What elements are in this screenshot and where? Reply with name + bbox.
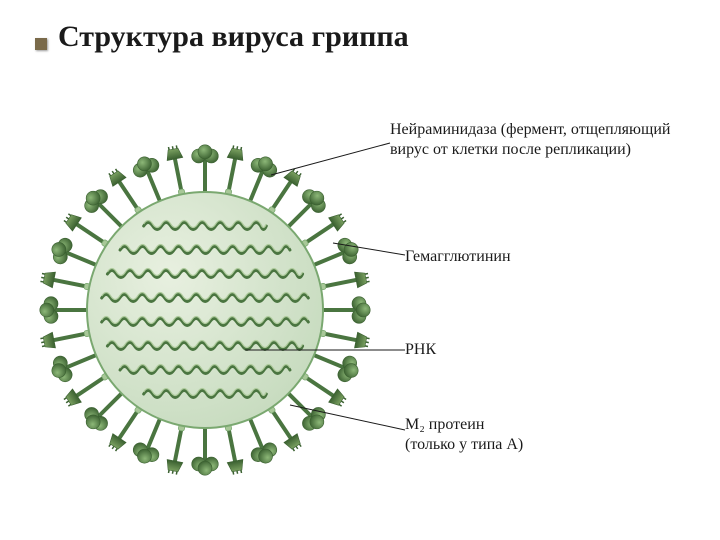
virus-svg xyxy=(35,115,700,515)
label-m2: М₂ протеин (только у типа А) xyxy=(405,415,523,455)
neuraminidase-spike xyxy=(227,459,245,475)
neuraminidase-spike xyxy=(329,211,349,232)
hemagglutinin-spike xyxy=(47,234,74,266)
neuraminidase-spike xyxy=(165,145,183,161)
neuraminidase-spike xyxy=(62,389,82,410)
hemagglutinin-spike xyxy=(249,152,281,179)
neuraminidase-spike xyxy=(40,332,56,350)
label-rna: РНК xyxy=(405,340,436,360)
virus-diagram: Нейраминидаза (фермент, отщепляющий виру… xyxy=(35,115,700,515)
neuraminidase-spike xyxy=(62,211,82,232)
neuraminidase-spike xyxy=(354,332,370,350)
neuraminidase-spike xyxy=(329,389,349,410)
slide: Структура вируса гриппа Нейраминидаза (ф… xyxy=(0,0,720,540)
neuraminidase-spike xyxy=(40,270,56,288)
neuraminidase-spike xyxy=(227,145,245,161)
neuraminidase-spike xyxy=(106,434,127,454)
label-hemagglutinin: Гемагглютинин xyxy=(405,247,511,267)
label-neuraminidase: Нейраминидаза (фермент, отщепляющий виру… xyxy=(390,120,670,160)
neuraminidase-spike xyxy=(354,270,370,288)
slide-title: Структура вируса гриппа xyxy=(58,20,409,54)
neuraminidase-spike xyxy=(284,434,305,454)
hemagglutinin-spike xyxy=(129,441,161,468)
neuraminidase-spike xyxy=(106,167,127,187)
title-bullet xyxy=(35,38,47,50)
hemagglutinin-spike xyxy=(249,441,281,468)
hemagglutinin-spike xyxy=(336,354,363,386)
hemagglutinin-spike xyxy=(47,354,74,386)
hemagglutinin-spike xyxy=(129,152,161,179)
leader-line-neuraminidase xyxy=(271,143,390,175)
hemagglutinin-spike xyxy=(336,234,363,266)
neuraminidase-spike xyxy=(284,167,305,187)
neuraminidase-spike xyxy=(165,459,183,475)
